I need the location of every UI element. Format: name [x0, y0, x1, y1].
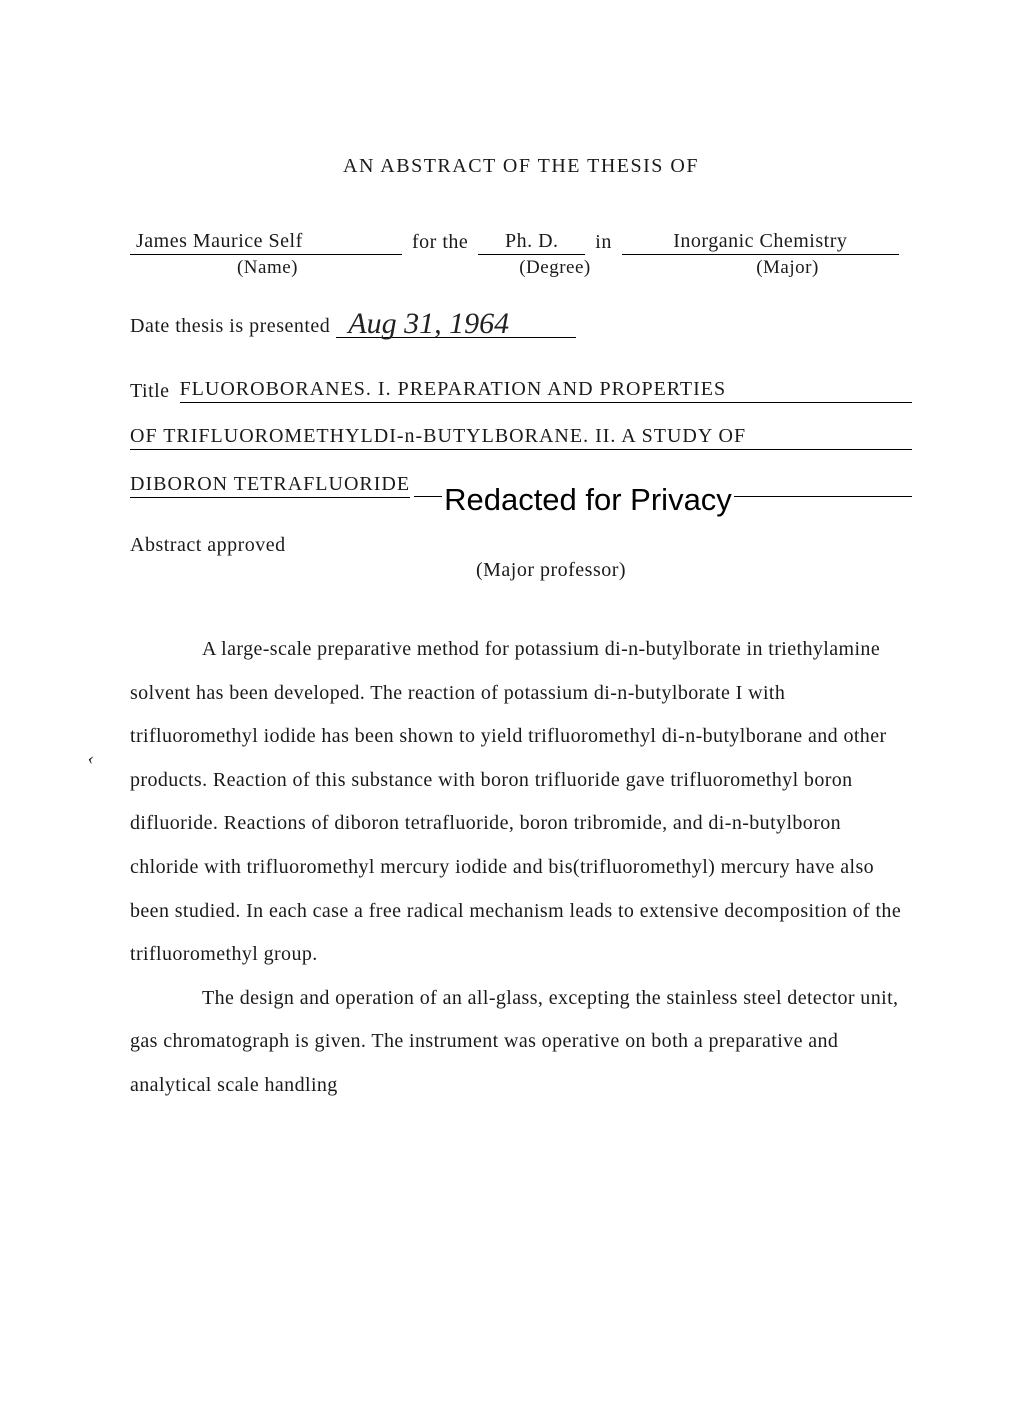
date-label: Date thesis is presented [130, 315, 336, 338]
body-paragraph: A large-scale preparative method for pot… [130, 628, 912, 977]
degree-label: (Degree) [465, 257, 645, 279]
author-name: James Maurice Self [130, 230, 402, 255]
title-line-1: FLUOROBORANES. I. PREPARATION AND PROPER… [180, 378, 912, 403]
date-row: Date thesis is presented Aug 31, 1964 [130, 307, 912, 338]
title-line-2: OF TRIFLUOROMETHYLDI-n-BUTYLBORANE. II. … [130, 425, 912, 450]
major: Inorganic Chemistry [622, 230, 899, 255]
thesis-abstract-page: AN ABSTRACT OF THE THESIS OF James Mauri… [0, 0, 1020, 1401]
major-professor-label: (Major professor) [190, 559, 912, 582]
title-label: Title [130, 380, 180, 403]
stray-margin-mark: ‹ [86, 748, 97, 770]
degree: Ph. D. [478, 230, 585, 255]
date-field: Aug 31, 1964 [336, 307, 576, 338]
abstract-approved-label: Abstract approved [130, 534, 912, 557]
identity-sublabels: (Name) (Degree) (Major) [130, 257, 912, 279]
title-row-3: DIBORON TETRAFLUORIDE Redacted for Priva… [130, 472, 912, 498]
in-text: in [585, 231, 622, 255]
for-the-text: for the [402, 231, 478, 255]
name-label: (Name) [130, 257, 405, 279]
signature-area: Redacted for Privacy [414, 472, 912, 498]
body-paragraph: The design and operation of an all-glass… [130, 977, 912, 1108]
page-heading: AN ABSTRACT OF THE THESIS OF [130, 155, 912, 178]
abstract-body: A large-scale preparative method for pot… [130, 628, 912, 1108]
major-label: (Major) [675, 257, 900, 279]
title-line-3: DIBORON TETRAFLUORIDE [130, 473, 410, 498]
title-row-1: Title FLUOROBORANES. I. PREPARATION AND … [130, 378, 912, 403]
date-handwritten: Aug 31, 1964 [348, 307, 509, 341]
identity-line: James Maurice Self for the Ph. D. in Ino… [130, 230, 912, 255]
redacted-label: Redacted for Privacy [442, 482, 734, 518]
